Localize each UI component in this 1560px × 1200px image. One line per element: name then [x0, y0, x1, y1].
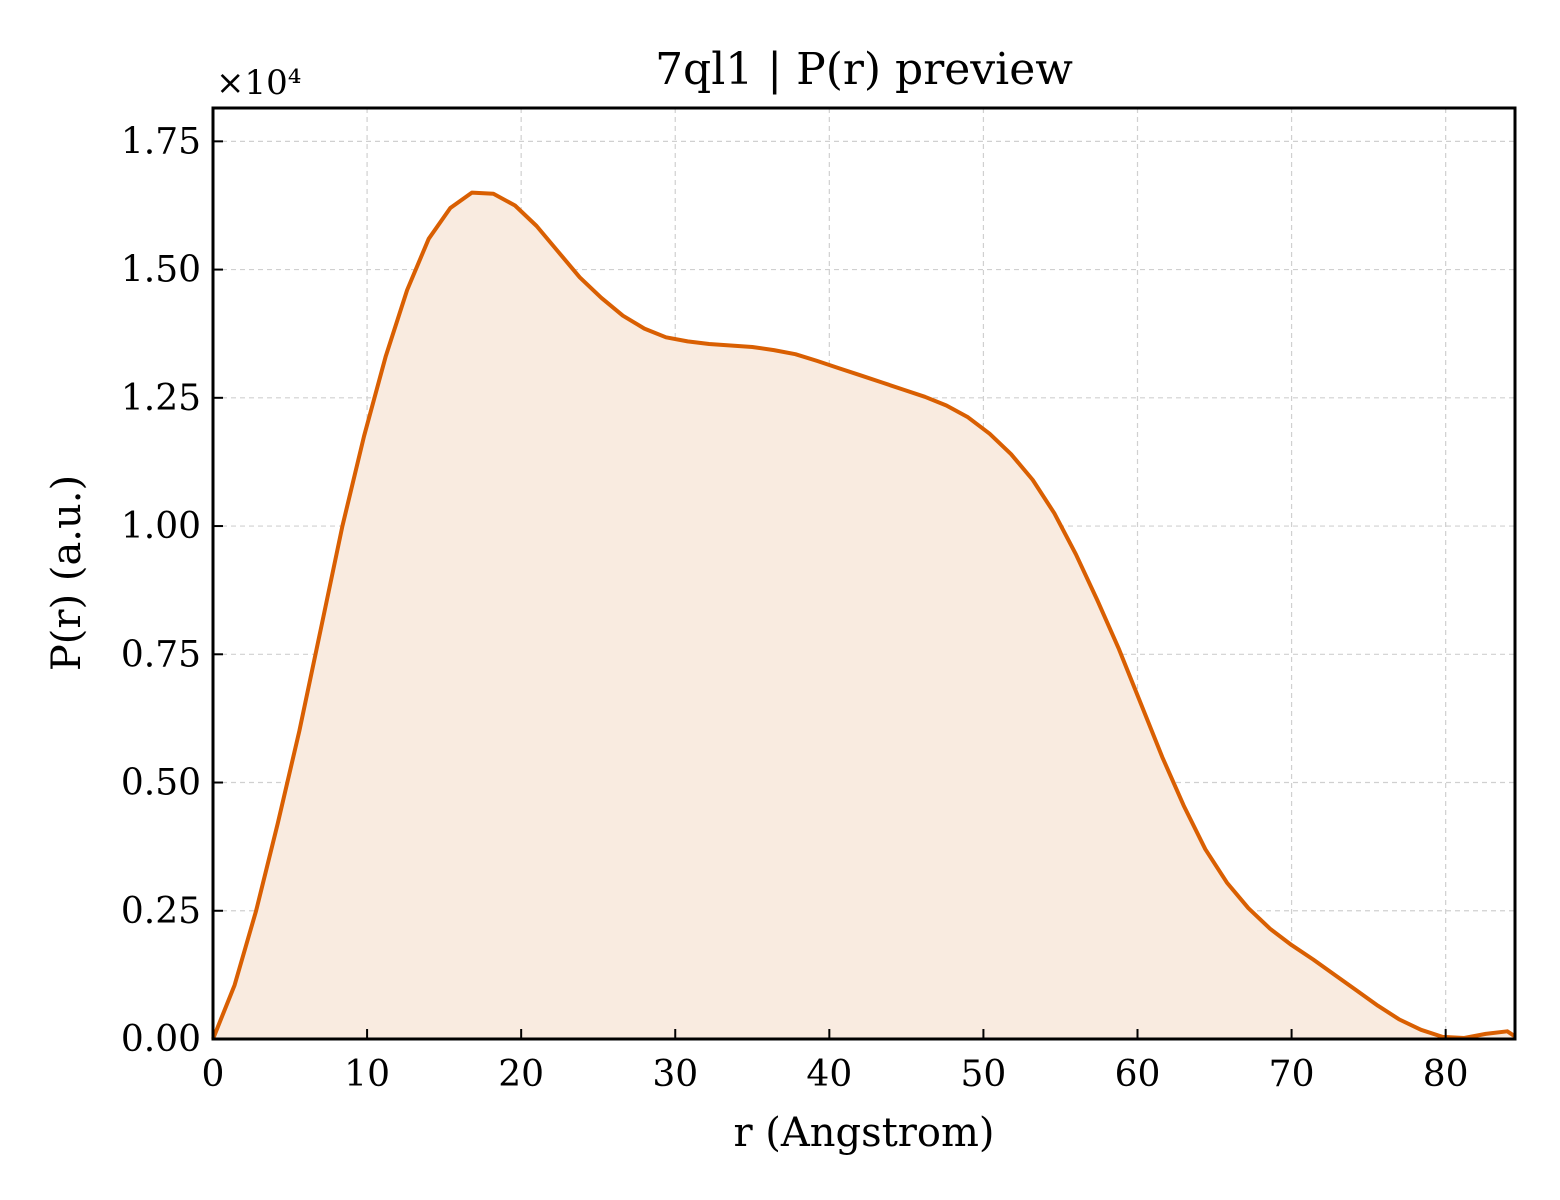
y-tick-label: 1.00	[121, 506, 201, 547]
y-axis-label: P(r) (a.u.)	[44, 475, 90, 671]
x-tick-labels: 0 10 20 30 40 50 60 70 80	[202, 1054, 1469, 1095]
x-tick-label: 30	[652, 1054, 698, 1095]
y-tick-label: 1.50	[121, 250, 201, 291]
x-tick-label: 0	[202, 1054, 225, 1095]
y-tick-label: 0.75	[121, 634, 201, 675]
x-tick-label: 50	[961, 1054, 1007, 1095]
y-tick-labels: 0.00 0.25 0.50 0.75 1.00 1.25 1.50 1.75	[121, 121, 201, 1060]
x-tick-label: 20	[498, 1054, 544, 1095]
x-axis-label: r (Angstrom)	[733, 1110, 994, 1156]
y-tick-label: 0.00	[121, 1019, 201, 1060]
area-fill	[213, 192, 1515, 1040]
y-tick-label: 0.50	[121, 763, 201, 804]
y-offset-label: ×10⁴	[216, 63, 301, 103]
y-tick-label: 1.25	[121, 378, 201, 419]
x-tick-label: 70	[1269, 1054, 1315, 1095]
x-tick-label: 40	[806, 1054, 852, 1095]
y-tick-label: 0.25	[121, 891, 201, 932]
x-tick-label: 80	[1423, 1054, 1469, 1095]
ticks	[212, 140, 1447, 1040]
x-tick-label: 60	[1115, 1054, 1161, 1095]
chart-title: 7ql1 | P(r) preview	[655, 44, 1073, 95]
x-tick-label: 10	[344, 1054, 390, 1095]
series-line	[211, 190, 1517, 1040]
plot-frame	[211, 106, 1517, 1041]
y-tick-label: 1.75	[121, 121, 201, 162]
